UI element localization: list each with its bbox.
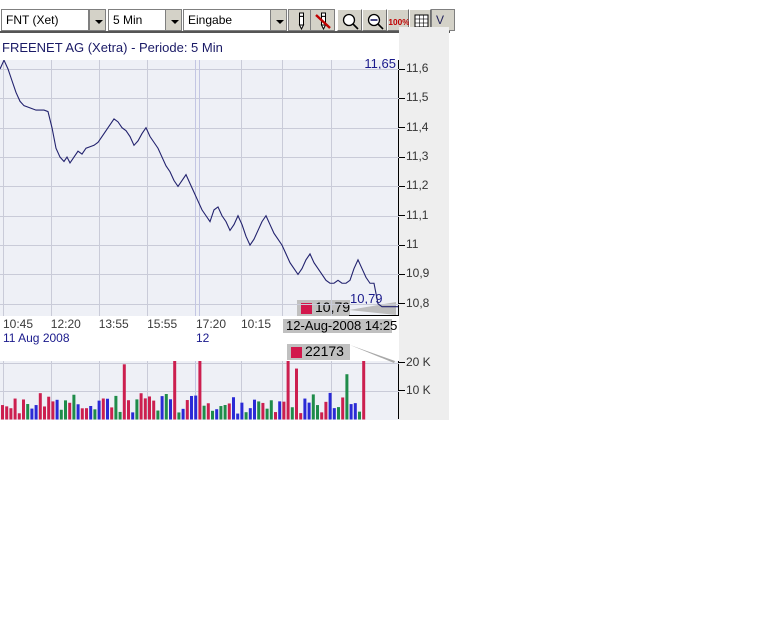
svg-text:100%: 100% — [388, 17, 410, 27]
